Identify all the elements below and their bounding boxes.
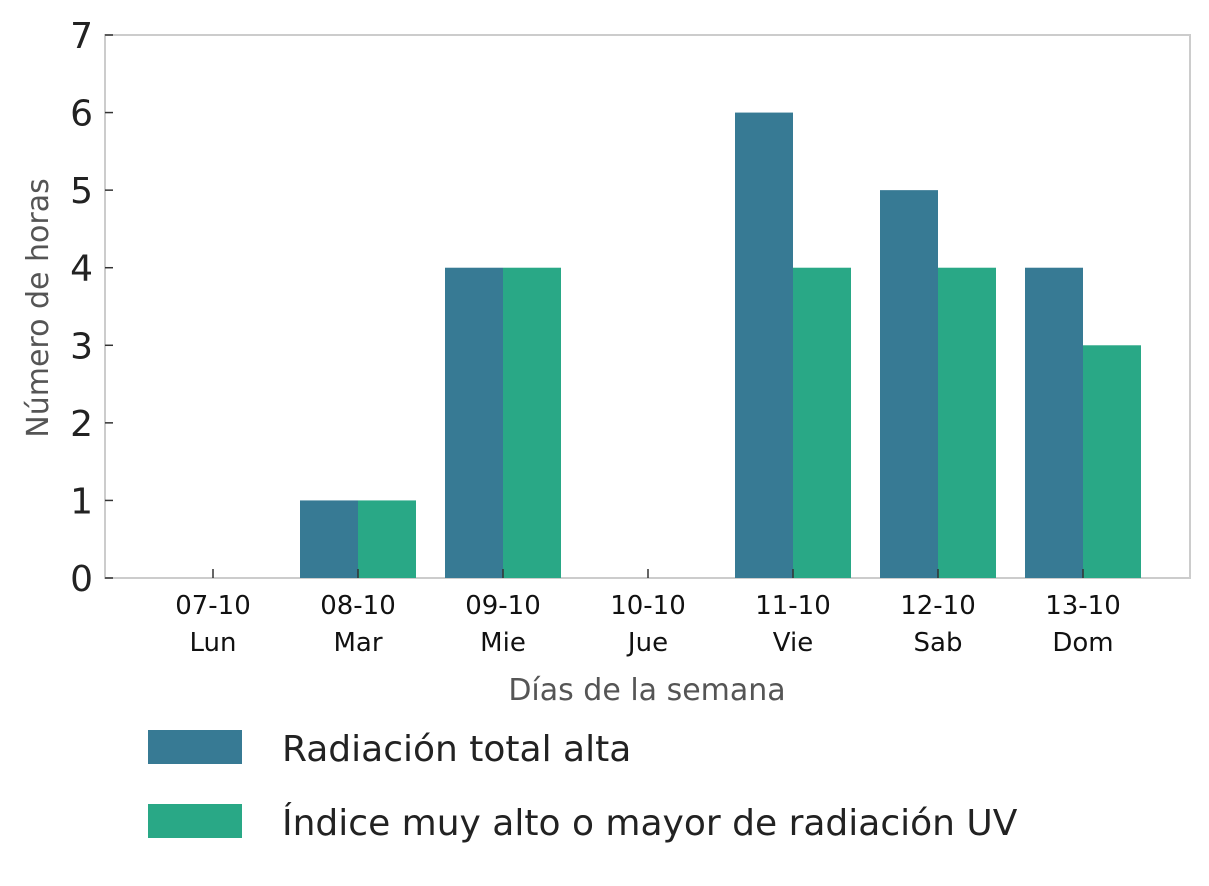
x-tick-label-day: Jue bbox=[626, 628, 668, 658]
x-axis-label: Días de la semana bbox=[508, 673, 785, 708]
bar-2-mie bbox=[503, 267, 561, 578]
x-tick-label-day: Sab bbox=[914, 628, 963, 658]
x-tick-label-day: Mar bbox=[333, 628, 382, 658]
legend-label-1: Radiación total alta bbox=[282, 729, 631, 770]
legend: Radiación total alta Índice muy alto o ma… bbox=[148, 729, 1018, 844]
y-tick-label: 6 bbox=[70, 94, 93, 135]
bar-1-mie bbox=[445, 267, 503, 578]
x-tick-label-date: 12-10 bbox=[900, 591, 976, 621]
x-tick-label-day: Lun bbox=[190, 628, 237, 658]
bar-2-dom bbox=[1083, 345, 1141, 578]
y-tick-label: 7 bbox=[70, 16, 93, 57]
bars-group bbox=[300, 112, 1141, 579]
x-tick-label-date: 07-10 bbox=[175, 591, 251, 621]
x-tick-label-date: 10-10 bbox=[610, 591, 686, 621]
bar-1-mar bbox=[300, 500, 358, 578]
bar-2-mar bbox=[358, 500, 416, 578]
y-axis-label: Número de horas bbox=[21, 178, 56, 437]
bar-1-vie bbox=[735, 112, 793, 579]
y-tick-label: 2 bbox=[70, 404, 93, 445]
y-tick-label: 3 bbox=[70, 326, 93, 367]
y-axis-ticks: 0 1 2 3 4 5 6 7 bbox=[70, 16, 113, 600]
bar-2-vie bbox=[793, 267, 851, 578]
x-tick-label-day: Vie bbox=[773, 628, 813, 658]
x-tick-label-day: Dom bbox=[1052, 628, 1113, 658]
y-tick-label: 0 bbox=[70, 559, 93, 600]
x-tick-label-date: 09-10 bbox=[465, 591, 541, 621]
x-tick-label-date: 13-10 bbox=[1045, 591, 1121, 621]
x-tick-label-day: Mie bbox=[480, 628, 526, 658]
bar-1-dom bbox=[1025, 267, 1083, 578]
y-tick-label: 1 bbox=[70, 481, 93, 522]
x-axis-ticks: 07-10 Lun 08-10 Mar 09-10 Mie 10-10 Jue 11-10 Vie… bbox=[175, 569, 1121, 658]
y-tick-label: 5 bbox=[70, 171, 93, 212]
legend-swatch-1 bbox=[148, 730, 242, 764]
x-tick-label-date: 11-10 bbox=[755, 591, 831, 621]
legend-label-2: Índice muy alto o mayor de radiación UV bbox=[282, 802, 1018, 844]
x-tick-label-date: 08-10 bbox=[320, 591, 396, 621]
bar-2-sab bbox=[938, 267, 996, 578]
legend-swatch-2 bbox=[148, 804, 242, 838]
y-tick-label: 4 bbox=[70, 249, 93, 290]
bar-1-sab bbox=[880, 190, 938, 578]
